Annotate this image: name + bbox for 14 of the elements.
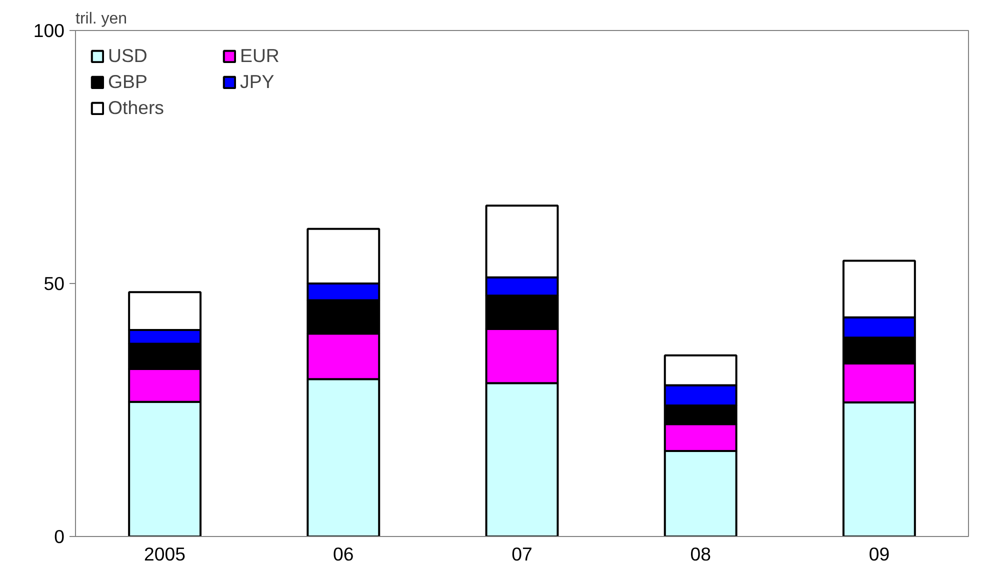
x-tick-label: 06	[333, 544, 354, 564]
y-tick-label: 0	[54, 526, 65, 547]
legend-label: GBP	[108, 71, 148, 93]
x-tick-label: 09	[868, 544, 890, 564]
y-tick-label: 50	[44, 273, 65, 294]
legend-label: JPY	[240, 71, 276, 93]
legend-label: Others	[108, 97, 165, 119]
legend-label: EUR	[240, 45, 280, 67]
x-tick-label: 07	[512, 544, 532, 564]
legend-label: USD	[108, 45, 148, 67]
y-axis-title: tril. yen	[76, 10, 128, 28]
y-tick-label: 100	[33, 20, 65, 41]
x-tick-label: 2005	[144, 544, 186, 564]
x-tick-label: 08	[690, 544, 711, 564]
